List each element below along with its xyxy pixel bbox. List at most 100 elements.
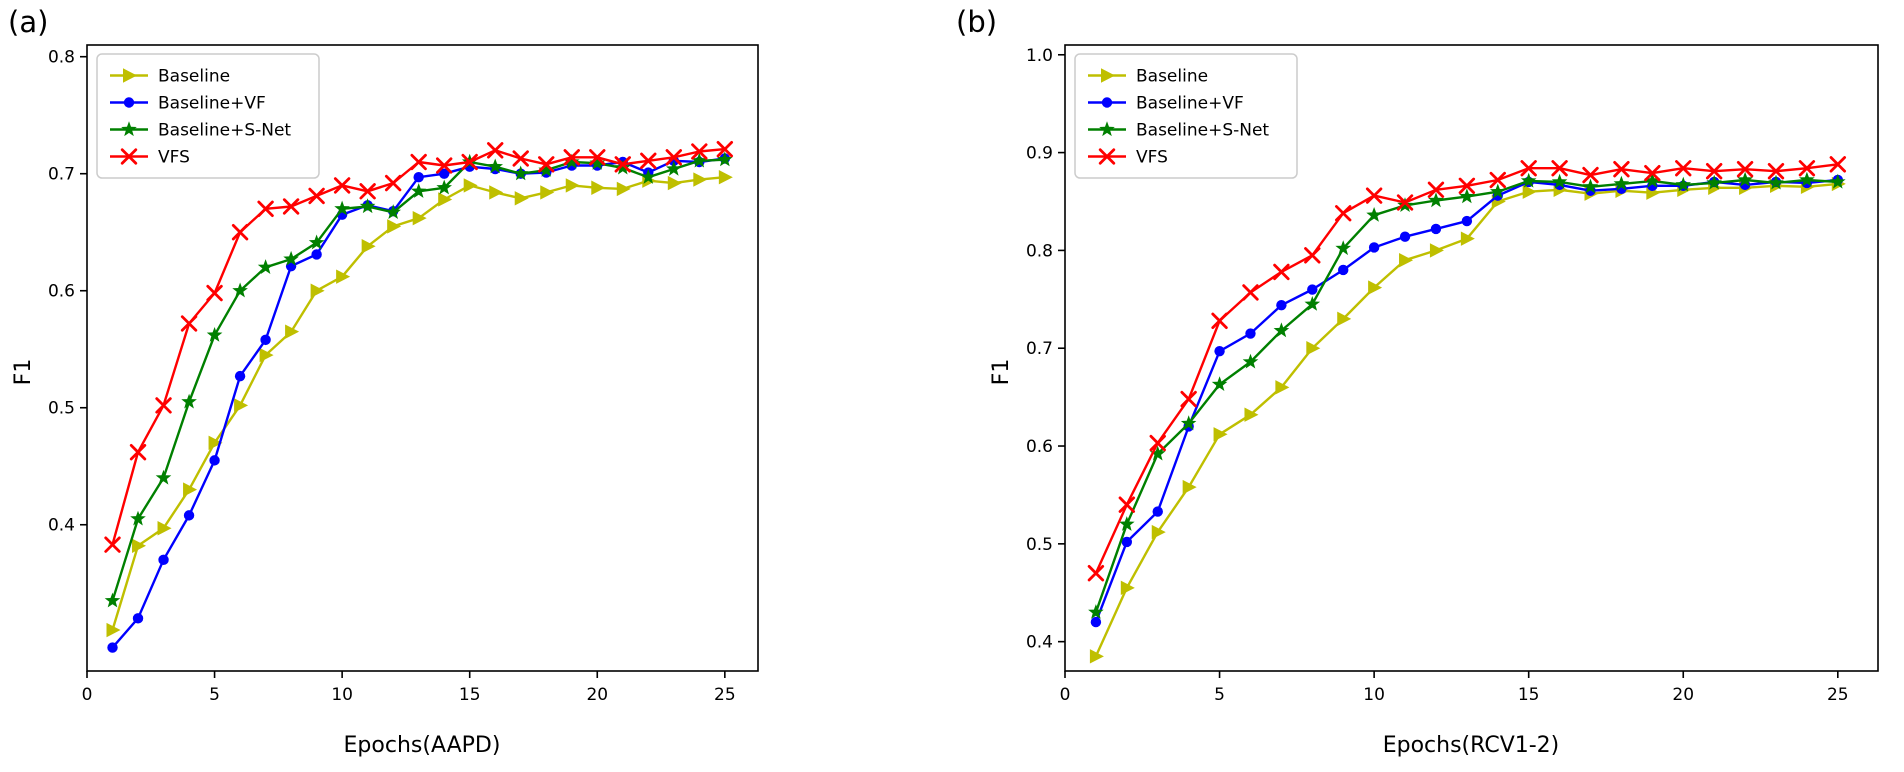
ylabel-b: F1 xyxy=(989,359,1014,386)
y-tick-label: 0.5 xyxy=(1026,535,1053,555)
series-marker-baseline xyxy=(718,170,733,185)
y-tick-label: 0.4 xyxy=(1026,633,1053,653)
series-marker-baseline xyxy=(463,178,478,193)
series-marker-vfs xyxy=(384,174,402,192)
series-marker-vfs xyxy=(206,284,223,302)
series-marker-vfs xyxy=(487,142,504,159)
series-marker-baseline-s-net xyxy=(1675,176,1691,192)
series-marker-baseline-s-net xyxy=(1706,174,1722,190)
x-tick-label: 10 xyxy=(1363,685,1385,705)
series-marker-baseline xyxy=(1522,184,1537,199)
series-marker-baseline xyxy=(208,435,223,451)
series-marker-baseline-vf xyxy=(1121,536,1133,548)
panel-letter-a: (a) xyxy=(8,5,48,39)
legend-label-baseline: Baseline xyxy=(1136,67,1208,87)
series-marker-vfs xyxy=(1736,161,1754,178)
series-marker-vfs xyxy=(1458,177,1476,195)
series-marker-vfs xyxy=(180,315,198,332)
series-marker-vfs xyxy=(1365,187,1383,204)
series-marker-baseline-s-net xyxy=(1335,240,1351,256)
series-marker-baseline xyxy=(285,324,300,339)
series-marker-baseline-s-net xyxy=(1397,197,1413,212)
series-marker-baseline-s-net xyxy=(1768,174,1784,190)
series-marker-baseline-s-net xyxy=(1242,353,1259,369)
series-marker-vfs xyxy=(1335,205,1352,222)
series-marker-baseline xyxy=(387,219,402,234)
series-marker-baseline-s-net xyxy=(1582,178,1599,194)
series-marker-baseline xyxy=(565,178,580,193)
legend-marker-sample xyxy=(123,68,137,83)
series-marker-baseline-s-net xyxy=(334,200,350,216)
series-marker-baseline-s-net xyxy=(1088,604,1104,619)
series-marker-baseline xyxy=(1244,407,1259,422)
series-marker-baseline-vf xyxy=(158,554,169,566)
series-marker-baseline-vf xyxy=(311,249,322,260)
series-marker-vfs xyxy=(512,150,529,167)
x-tick-label: 5 xyxy=(209,685,220,705)
ylabel-a: F1 xyxy=(11,359,36,386)
series-line-baseline-vf xyxy=(111,157,725,649)
legend-marker-sample xyxy=(1098,148,1116,165)
legend-label-baseline-vf: Baseline+VF xyxy=(1136,94,1244,114)
xlabel-b: Epochs(RCV1-2) xyxy=(1383,733,1560,758)
legend-marker-sample xyxy=(121,121,137,137)
series-marker-vfs xyxy=(563,149,580,166)
series-marker-baseline-s-net xyxy=(257,259,274,274)
legend-marker-sample xyxy=(120,148,138,165)
series-marker-baseline-vf xyxy=(1152,506,1163,517)
y-tick-label: 0.8 xyxy=(48,48,75,68)
series-marker-vfs xyxy=(308,187,325,205)
x-tick-label: 25 xyxy=(1827,685,1849,705)
series-marker-baseline xyxy=(1306,341,1321,356)
legend-label-baseline-vf: Baseline+VF xyxy=(158,94,266,114)
panel-letter-b: (b) xyxy=(956,5,997,39)
series-marker-vfs xyxy=(257,200,274,218)
series-marker-baseline-s-net xyxy=(1459,188,1475,204)
panel-a: (a) Epochs(AAPD) F1 0 5 10 15 20 250.40.50.60… xyxy=(8,5,759,758)
series-marker-vfs xyxy=(1242,284,1259,301)
series-marker-baseline-vf xyxy=(132,613,144,624)
x-tick-label: 0 xyxy=(82,685,93,705)
series-marker-vfs xyxy=(231,224,249,241)
series-marker-vfs xyxy=(640,152,657,170)
series-marker-baseline-s-net xyxy=(1520,172,1537,188)
series-marker-baseline-s-net xyxy=(1490,183,1506,199)
series-marker-baseline-s-net xyxy=(1737,171,1753,187)
series-marker-baseline-s-net xyxy=(1551,173,1568,189)
series-marker-vfs xyxy=(1551,160,1568,177)
y-tick-label: 0.7 xyxy=(1026,339,1053,359)
series-marker-baseline xyxy=(310,283,325,298)
series-marker-baseline-vf xyxy=(183,510,195,521)
series-line-baseline-s-net xyxy=(1094,178,1838,613)
plot-box xyxy=(86,44,759,672)
series-marker-baseline xyxy=(1460,231,1475,246)
series-marker-vfs xyxy=(155,397,172,414)
series-marker-vfs xyxy=(1582,166,1599,184)
series-marker-baseline-vf xyxy=(260,334,271,346)
series-marker-baseline-vf xyxy=(1090,616,1102,628)
series-marker-vfs xyxy=(1613,161,1630,178)
series-marker-baseline-s-net xyxy=(104,592,121,608)
series-marker-baseline xyxy=(1151,524,1166,540)
legend-marker-sample xyxy=(1099,121,1115,137)
series-marker-baseline xyxy=(412,210,427,226)
series-marker-vfs xyxy=(1829,156,1847,173)
series-marker-baseline-vf xyxy=(1399,231,1411,242)
plot-box xyxy=(1064,44,1879,672)
x-tick-label: 0 xyxy=(1060,685,1071,705)
y-tick-label: 0.7 xyxy=(48,165,75,185)
series-marker-vfs xyxy=(1118,496,1136,513)
series-marker-baseline xyxy=(693,172,708,187)
series-marker-baseline-vf xyxy=(1368,242,1380,253)
xlabel-a: Epochs(AAPD) xyxy=(344,733,501,758)
legend-label-vfs: VFS xyxy=(158,148,190,168)
x-tick-label: 25 xyxy=(714,685,736,705)
series-marker-baseline-s-net xyxy=(1273,322,1290,338)
series-marker-baseline-s-net xyxy=(155,469,172,485)
series-marker-baseline-s-net xyxy=(717,151,733,167)
series-marker-baseline xyxy=(183,482,198,497)
series-marker-baseline-vf xyxy=(107,642,118,653)
y-tick-label: 0.8 xyxy=(1026,241,1053,261)
series-marker-baseline-vf xyxy=(413,172,424,183)
y-tick-label: 1.0 xyxy=(1026,46,1053,66)
